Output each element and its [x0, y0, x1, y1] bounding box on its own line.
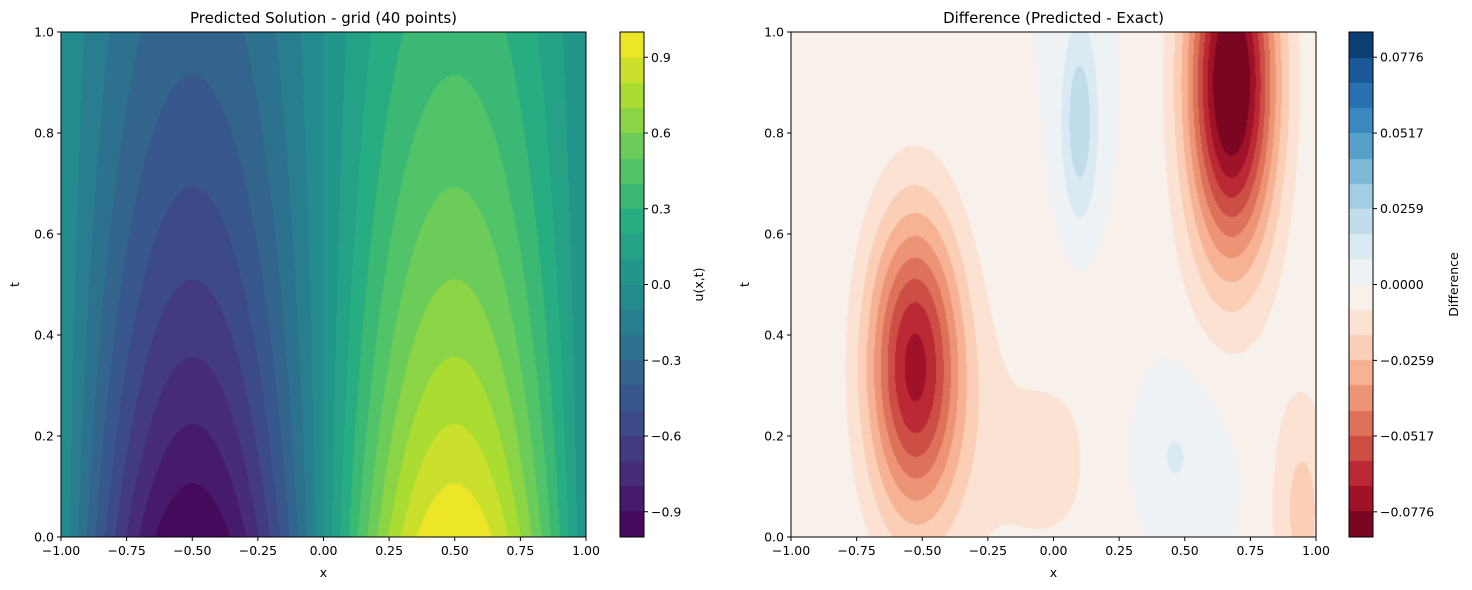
colorbar-ticks-left: −0.9 −0.6 −0.3 0.0 0.3 0.6 0.9 [644, 50, 681, 519]
x-tick-label: −0.50 [903, 543, 941, 558]
y-tick-label: 0.8 [34, 126, 54, 141]
chart-title-right: Difference (Predicted - Exact) [943, 9, 1164, 27]
colorbar-tick-label: 0.3 [651, 201, 671, 216]
y-tick-label: 0.0 [34, 530, 54, 545]
colorbar-tick-label: 0.9 [651, 50, 671, 65]
colorbar-tick-label: 0.0259 [1380, 201, 1424, 216]
y-tick-label: 0.6 [34, 227, 54, 242]
colorbar-tick-label: 0.6 [651, 126, 671, 141]
x-tick-label: 0.75 [506, 543, 534, 558]
y-ticks-left: 0.0 0.2 0.4 0.6 0.8 1.0 [34, 25, 61, 545]
colorbar-tick-label: −0.6 [651, 429, 681, 444]
colorbar-difference [1349, 32, 1373, 537]
y-tick-label: 0.2 [764, 429, 784, 444]
x-ticks-right: −1.00 −0.75 −0.50 −0.25 0.00 0.25 0.50 0.75 1.00 [772, 537, 1330, 558]
y-tick-label: 0.2 [34, 429, 54, 444]
x-axis-label-right: x [1050, 565, 1057, 580]
x-tick-label: −1.00 [42, 543, 80, 558]
x-tick-label: 0.25 [1105, 543, 1133, 558]
y-ticks-right: 0.0 0.2 0.4 0.6 0.8 1.0 [764, 25, 791, 545]
y-tick-label: 0.0 [764, 530, 784, 545]
chart-predicted-solution: Predicted Solution - grid (40 points) −1… [7, 9, 706, 580]
y-tick-label: 0.4 [34, 328, 54, 343]
colorbar-tick-label: −0.0776 [1380, 504, 1434, 519]
heatmap-difference [791, 32, 1316, 537]
x-tick-label: 0.50 [1171, 543, 1199, 558]
x-tick-label: −0.25 [239, 543, 277, 558]
y-tick-label: 1.0 [764, 25, 784, 40]
colorbar-tick-label: 0.0517 [1380, 126, 1424, 141]
colorbar-label-right: Difference [1446, 252, 1461, 317]
x-tick-label: −0.25 [969, 543, 1007, 558]
x-tick-label: 0.00 [1040, 543, 1068, 558]
x-tick-label: 0.75 [1236, 543, 1264, 558]
x-tick-label: 0.25 [375, 543, 403, 558]
chart-title-left: Predicted Solution - grid (40 points) [190, 9, 457, 27]
x-ticks-left: −1.00 −0.75 −0.50 −0.25 0.00 0.25 0.50 0.75 1.00 [42, 537, 600, 558]
y-axis-label-left: t [7, 282, 22, 287]
x-tick-label: −0.50 [173, 543, 211, 558]
x-tick-label: −1.00 [772, 543, 810, 558]
heatmap-predicted [61, 32, 586, 537]
y-tick-label: 0.6 [764, 227, 784, 242]
x-tick-label: 0.50 [441, 543, 469, 558]
x-tick-label: 1.00 [572, 543, 600, 558]
x-tick-label: 1.00 [1302, 543, 1330, 558]
colorbar-tick-label: 0.0776 [1380, 50, 1424, 65]
colorbar-predicted [620, 32, 644, 537]
y-tick-label: 0.4 [764, 328, 784, 343]
colorbar-tick-label: −0.0517 [1380, 428, 1434, 443]
colorbar-tick-label: 0.0 [651, 277, 671, 292]
colorbar-tick-label: −0.9 [651, 504, 681, 519]
colorbar-ticks-right: −0.0776 −0.0517 −0.0259 0.0000 0.0259 0.0517 0… [1373, 50, 1434, 519]
y-axis-label-right: t [737, 282, 752, 287]
x-tick-label: 0.00 [310, 543, 338, 558]
x-axis-label-left: x [320, 565, 327, 580]
x-tick-label: −0.75 [837, 543, 875, 558]
y-tick-label: 1.0 [34, 25, 54, 40]
colorbar-tick-label: 0.0000 [1380, 277, 1424, 292]
x-tick-label: −0.75 [107, 543, 145, 558]
colorbar-label-left: u(x,t) [691, 268, 706, 302]
colorbar-tick-label: −0.0259 [1380, 353, 1434, 368]
colorbar-tick-label: −0.3 [651, 353, 681, 368]
chart-difference: Difference (Predicted - Exact) −1.00 −0.7… [737, 9, 1461, 580]
y-tick-label: 0.8 [764, 126, 784, 141]
